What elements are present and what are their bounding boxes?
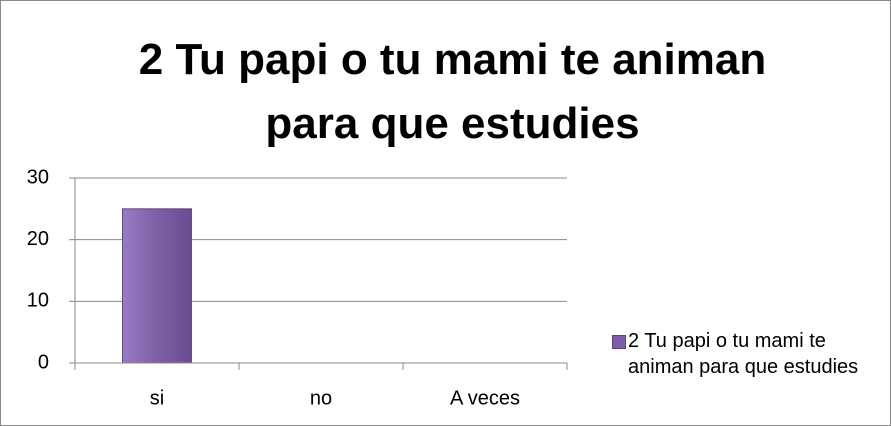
y-tick-label: 20	[27, 228, 49, 250]
y-tick-label: 0	[38, 351, 49, 373]
legend-swatch	[612, 335, 626, 349]
legend: 2 Tu papi o tu mami te animan para que e…	[610, 328, 870, 380]
x-tick-label: no	[310, 387, 332, 409]
y-tick-label: 30	[27, 166, 49, 188]
bar	[122, 208, 192, 364]
x-tick-label: si	[150, 387, 164, 409]
legend-label: 2 Tu papi o tu mami te animan para que e…	[628, 330, 859, 378]
x-tick-label: A veces	[450, 387, 520, 409]
chart-title: 2 Tu papi o tu mami te animan para que e…	[138, 35, 767, 148]
y-tick-label: 10	[27, 290, 49, 312]
